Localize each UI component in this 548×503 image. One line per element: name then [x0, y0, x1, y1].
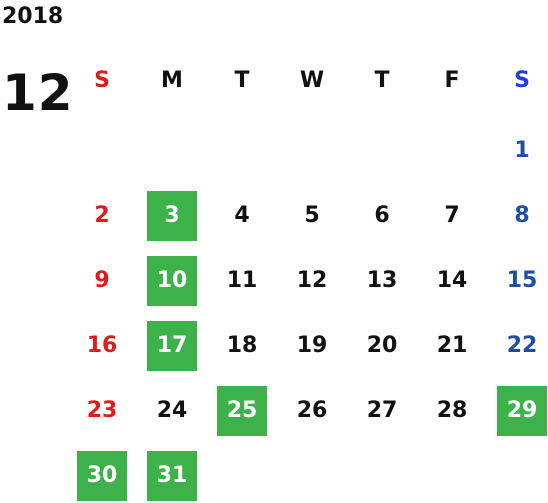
- day-cell-7[interactable]: 7: [444, 203, 460, 228]
- day-cell-1[interactable]: 1: [514, 138, 530, 163]
- day-cell-23[interactable]: 23: [86, 398, 118, 423]
- day-cell-18[interactable]: 18: [226, 333, 258, 358]
- weekday-header-fri: F: [444, 68, 460, 93]
- day-cell-24[interactable]: 24: [156, 398, 188, 423]
- day-cell-11[interactable]: 11: [226, 268, 258, 293]
- day-cell-30[interactable]: 30: [77, 451, 127, 501]
- day-cell-21[interactable]: 21: [436, 333, 468, 358]
- weekday-header-sun: S: [94, 68, 110, 93]
- day-cell-25[interactable]: 25: [217, 386, 267, 436]
- day-cell-20[interactable]: 20: [366, 333, 398, 358]
- day-cell-15[interactable]: 15: [506, 268, 538, 293]
- day-cell-12[interactable]: 12: [296, 268, 328, 293]
- year-label: 2018: [2, 4, 64, 29]
- day-cell-19[interactable]: 19: [296, 333, 328, 358]
- day-cell-17[interactable]: 17: [147, 321, 197, 371]
- day-cell-8[interactable]: 8: [514, 203, 530, 228]
- day-cell-29[interactable]: 29: [497, 386, 547, 436]
- weekday-header-mon: M: [161, 68, 183, 93]
- day-cell-2[interactable]: 2: [94, 203, 110, 228]
- day-cell-31[interactable]: 31: [147, 451, 197, 501]
- day-cell-22[interactable]: 22: [506, 333, 538, 358]
- day-cell-10[interactable]: 10: [147, 256, 197, 306]
- weekday-header-wed: W: [299, 68, 325, 93]
- day-cell-16[interactable]: 16: [86, 333, 118, 358]
- day-cell-3[interactable]: 3: [147, 191, 197, 241]
- day-cell-27[interactable]: 27: [366, 398, 398, 423]
- day-cell-9[interactable]: 9: [94, 268, 110, 293]
- day-cell-28[interactable]: 28: [436, 398, 468, 423]
- day-cell-13[interactable]: 13: [366, 268, 398, 293]
- day-cell-14[interactable]: 14: [436, 268, 468, 293]
- day-cell-5[interactable]: 5: [304, 203, 320, 228]
- weekday-header-sat: S: [514, 68, 530, 93]
- weekday-header-thu: T: [374, 68, 390, 93]
- day-cell-6[interactable]: 6: [374, 203, 390, 228]
- day-cell-26[interactable]: 26: [296, 398, 328, 423]
- month-number: 12: [2, 64, 74, 122]
- weekday-header-tue: T: [234, 68, 250, 93]
- day-cell-4[interactable]: 4: [234, 203, 250, 228]
